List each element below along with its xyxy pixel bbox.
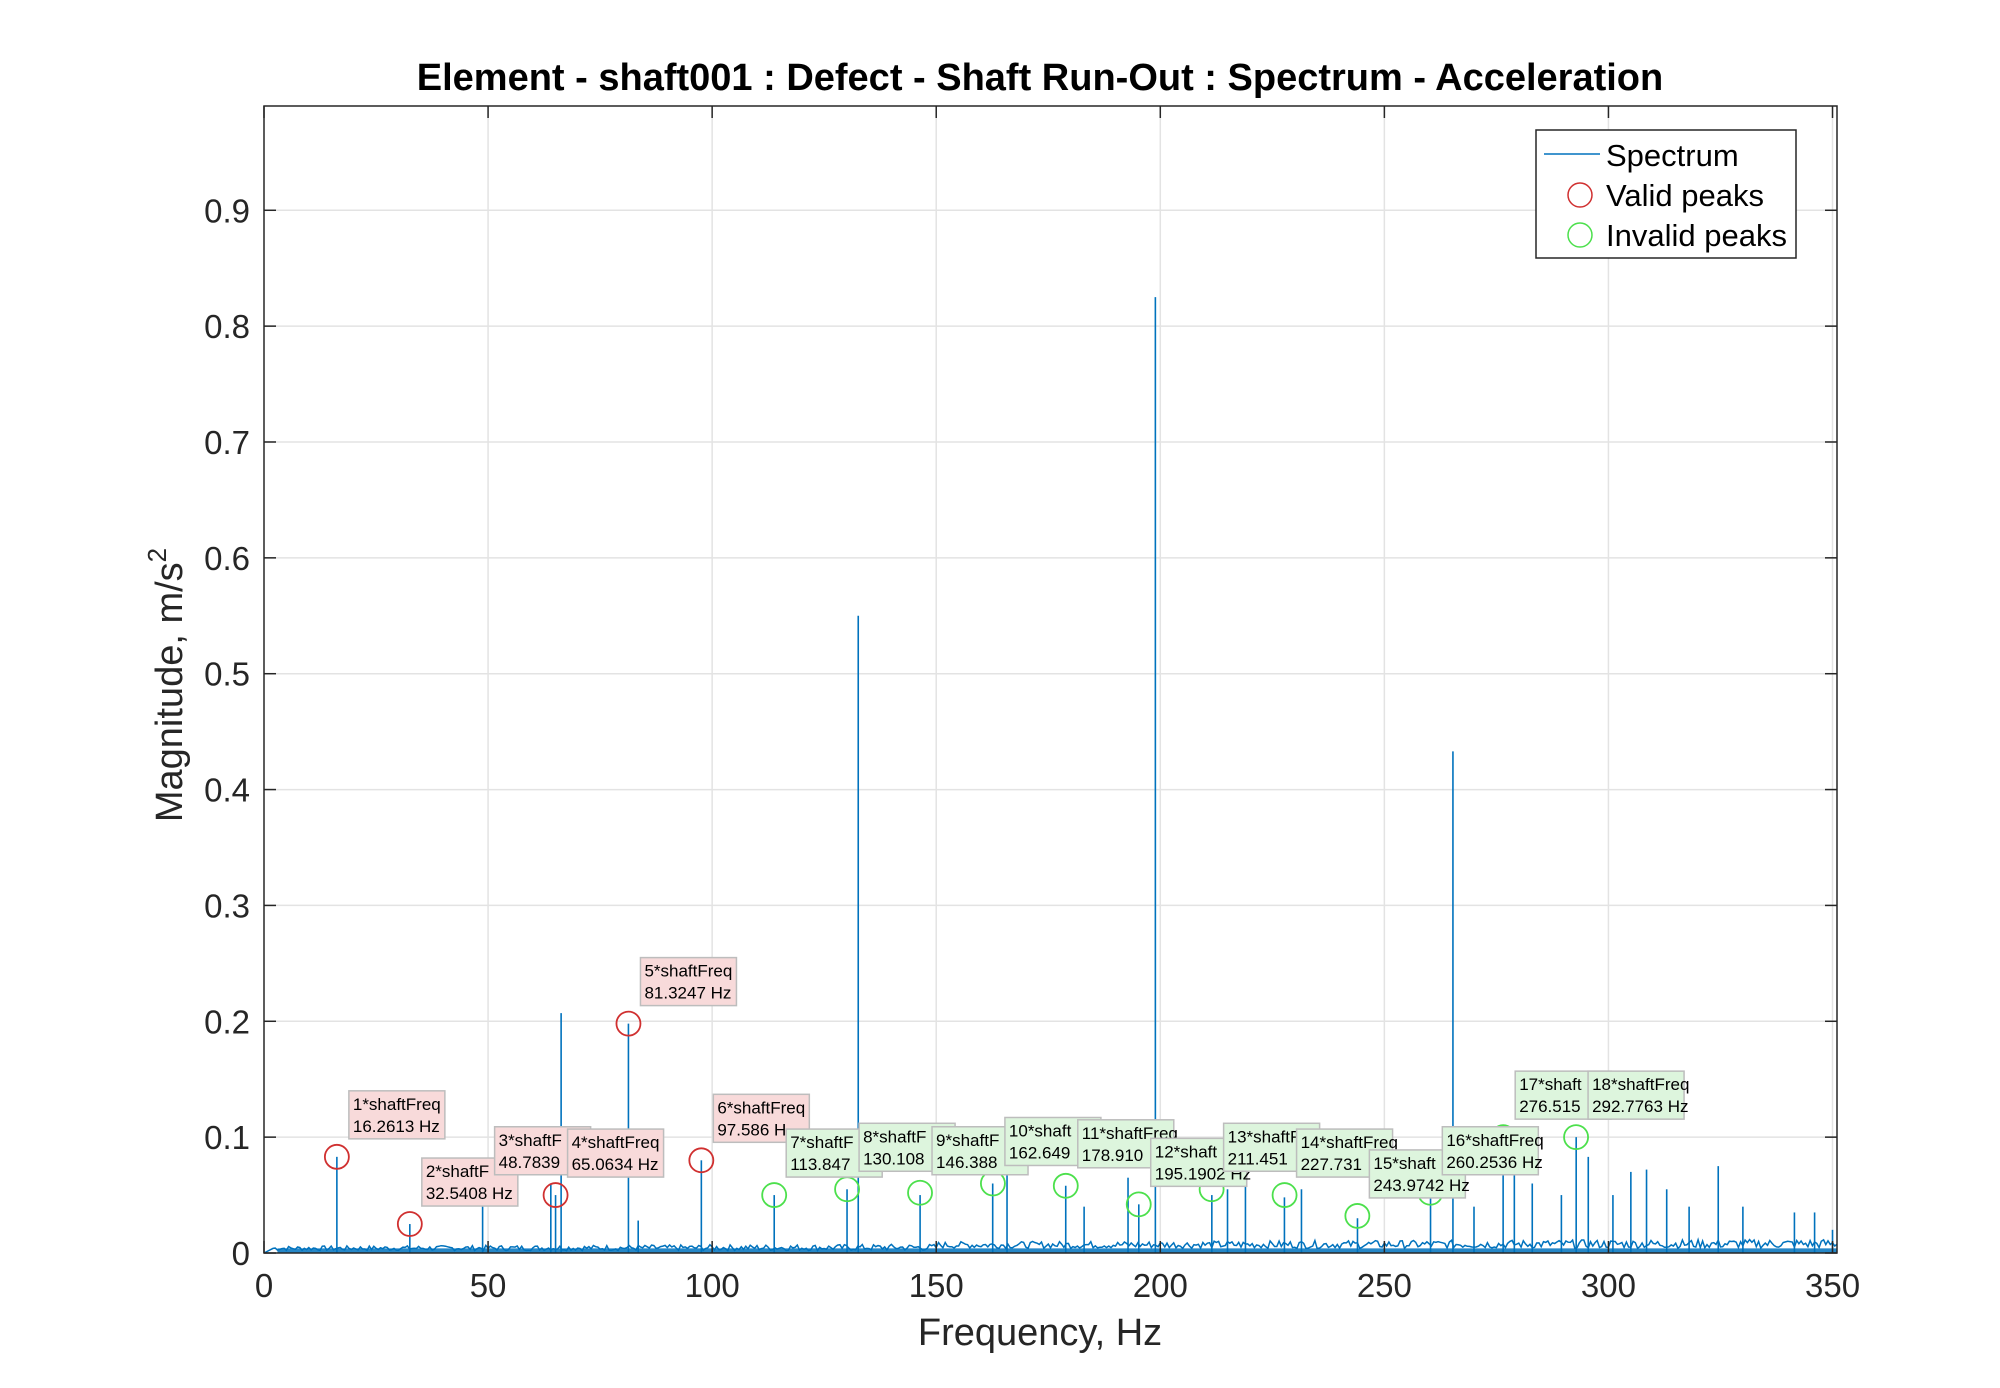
peak-annotation-label: 2*shaftF <box>426 1162 489 1181</box>
invalid-peak-marker <box>907 1179 933 1206</box>
peak-annotation-frequency: 260.2536 Hz <box>1446 1153 1542 1172</box>
x-axis-label: Frequency, Hz <box>918 1312 1162 1354</box>
peak-annotation-frequency: 292.7763 Hz <box>1592 1097 1688 1116</box>
peak-annotation: 14*shaftFreq 227.731 <box>1295 1128 1398 1178</box>
grid <box>264 106 1837 1253</box>
y-axis-label-superscript: 2 <box>142 548 172 562</box>
invalid-peak-marker <box>1344 1203 1371 1229</box>
peak-annotation-frequency: 130.108 <box>863 1149 924 1168</box>
peak-annotation-label: 10*shaft <box>1009 1121 1072 1140</box>
peak-annotation-label: 1*shaftFreq <box>353 1095 441 1114</box>
y-axis-label: Magnitude, m/s2 <box>142 548 191 822</box>
peak-annotation-label: 16*shaftFreq <box>1446 1131 1543 1150</box>
peak-annotation-label: 18*shaftFreq <box>1592 1075 1689 1094</box>
peak-annotation: 18*shaftFreq 292.7763 Hz <box>1587 1070 1689 1120</box>
chart-title: Element - shaft001 : Defect - Shaft Run-… <box>417 57 1663 99</box>
y-tick-label: 0.4 <box>204 772 250 809</box>
peak-annotation-frequency: 65.0634 Hz <box>572 1155 659 1174</box>
y-tick-label: 0.7 <box>204 424 250 461</box>
peak-annotation-frequency: 243.9742 Hz <box>1373 1176 1469 1195</box>
x-tick-label: 0 <box>255 1267 273 1304</box>
legend-invalid-swatch <box>1567 222 1593 248</box>
peak-annotation-frequency: 211.451 <box>1228 1149 1288 1168</box>
legend-valid-label: Valid peaks <box>1606 178 1764 213</box>
peak-annotation: 9*shaftF 146.388 <box>931 1126 1029 1176</box>
peak-annotation-box <box>1587 1070 1685 1120</box>
peak-annotation-frequency: 178.910 <box>1082 1146 1143 1165</box>
axis-ticks: 0 50 100 150 200 250 300 350 0 0.1 0.2 0.3 0.4 0.5 0.6… <box>204 106 1860 1304</box>
y-tick-label: 0.5 <box>204 656 250 693</box>
peak-annotation-frequency: 227.731 <box>1301 1155 1362 1174</box>
y-tick-label: 0.3 <box>204 887 250 924</box>
peak-annotation-frequency: 162.649 <box>1009 1143 1070 1162</box>
legend-invalid-label: Invalid peaks <box>1606 218 1787 253</box>
legend: Spectrum Valid peaks Invalid peaks <box>1535 129 1797 259</box>
y-tick-label: 0.1 <box>204 1119 250 1156</box>
peak-annotation-label: 9*shaftF <box>936 1131 999 1150</box>
x-tick-label: 250 <box>1357 1267 1412 1304</box>
y-tick-label: 0 <box>232 1235 250 1272</box>
peak-annotation-label: 6*shaftFreq <box>717 1098 805 1117</box>
peak-annotation-box <box>348 1090 446 1140</box>
peak-annotation-frequency: 32.5408 Hz <box>426 1184 513 1203</box>
peak-annotation-frequency: 48.7839 <box>499 1153 560 1172</box>
peak-annotation-label: 7*shaftF <box>790 1133 853 1152</box>
legend-box <box>1535 129 1797 259</box>
y-tick-label: 0.2 <box>204 1003 250 1040</box>
valid-peak-marker <box>323 1143 350 1170</box>
peak-annotation-frequency: 97.586 H <box>717 1120 786 1139</box>
x-tick-label: 200 <box>1133 1267 1188 1304</box>
legend-valid-swatch <box>1567 182 1593 208</box>
valid-peak-marker <box>688 1147 715 1174</box>
x-tick-label: 100 <box>685 1267 740 1304</box>
x-tick-label: 300 <box>1581 1267 1636 1304</box>
invalid-peak-marker <box>1052 1172 1079 1199</box>
peak-annotation-box <box>566 1128 665 1178</box>
peak-annotation-label: 8*shaftF <box>863 1127 926 1146</box>
peak-annotation-frequency: 146.388 <box>936 1153 997 1172</box>
y-axis-label-main: Magnitude, m/s <box>149 562 191 822</box>
valid-peak-marker <box>615 1010 642 1037</box>
peak-annotation-frequency: 113.847 <box>790 1155 850 1174</box>
peak-annotation-label: 4*shaftFreq <box>572 1133 660 1152</box>
plot-frame <box>263 105 1838 1254</box>
peak-annotations: 1*shaftFreq 16.2613 Hz 2*shaftF 32.5408 Hz 3… <box>348 956 1689 1207</box>
y-tick-label: 0.9 <box>204 192 250 229</box>
x-tick-label: 150 <box>909 1267 964 1304</box>
peak-annotation-frequency: 81.3247 Hz <box>644 984 731 1003</box>
peak-annotation-box <box>1441 1126 1540 1176</box>
peak-annotation-frequency: 276.515 <box>1519 1097 1580 1116</box>
invalid-peak-marker <box>1563 1124 1589 1151</box>
peak-annotation-label: 14*shaftFreq <box>1301 1133 1398 1152</box>
peak-annotation: 5*shaftFreq 81.3247 Hz <box>639 956 738 1007</box>
peak-annotation-label: 12*shaft <box>1155 1142 1218 1161</box>
y-tick-label: 0.8 <box>204 308 250 345</box>
valid-peak-marker <box>542 1182 569 1208</box>
spectrum-noise-band <box>277 1248 1837 1253</box>
peak-annotation: 16*shaftFreq 260.2536 Hz <box>1441 1126 1544 1176</box>
peak-annotation: 1*shaftFreq 16.2613 Hz <box>348 1090 446 1140</box>
x-tick-label: 50 <box>470 1267 507 1304</box>
peak-annotation-label: 15*shaft <box>1373 1154 1436 1173</box>
invalid-peak-marker <box>761 1182 788 1208</box>
invalid-peak-marker <box>1125 1191 1152 1218</box>
peak-annotation-label: 5*shaftFreq <box>644 962 732 981</box>
y-tick-label: 0.6 <box>204 540 250 577</box>
peak-annotation-label: 3*shaftF <box>499 1131 562 1150</box>
x-tick-label: 350 <box>1805 1267 1860 1304</box>
peak-annotation-frequency: 16.2613 Hz <box>353 1117 440 1136</box>
valid-peak-marker <box>396 1211 423 1237</box>
peak-annotation-box <box>639 956 738 1007</box>
legend-spectrum-label: Spectrum <box>1606 138 1739 173</box>
peak-annotation: 4*shaftFreq 65.0634 Hz <box>566 1128 665 1178</box>
invalid-peak-marker <box>1271 1182 1298 1208</box>
peak-annotation-label: 17*shaft <box>1519 1075 1582 1094</box>
